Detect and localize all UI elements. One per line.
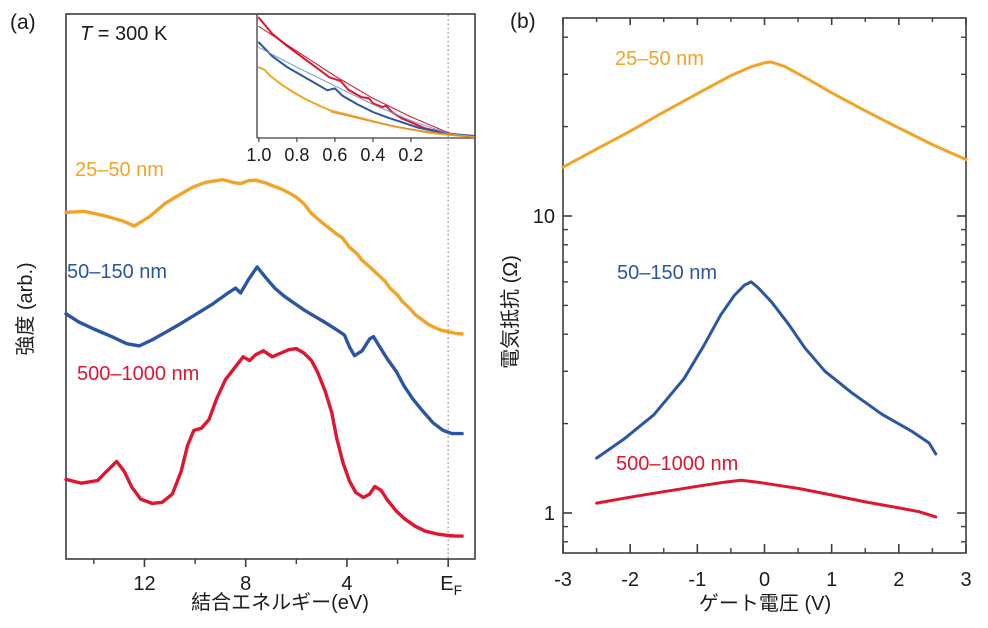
tick-label: 8 — [240, 573, 251, 595]
panel-a-curve-1 — [64, 265, 464, 436]
panel-b-label-50-150nm: 50–150 nm — [617, 262, 718, 284]
panel-a-curve-0 — [64, 177, 464, 336]
panel-a-label-25-50nm: 25–50 nm — [75, 159, 164, 181]
inset-tick-label: 1.0 — [246, 145, 271, 165]
tick-label: 3 — [960, 569, 971, 591]
panel-a-ylabel: 強度 (arb.) — [15, 262, 37, 356]
panel-a-label-500-1000nm: 500–1000 nm — [77, 363, 200, 385]
panel-a-xlabel: 結合エネルギー(eV) — [191, 592, 369, 614]
panel-a-curve-2 — [64, 346, 464, 538]
panel-b-tag: (b) — [510, 10, 536, 33]
tick-label: -1 — [688, 569, 706, 591]
inset-curve-4 — [257, 66, 475, 138]
inset-tick-label: 0.2 — [398, 145, 423, 165]
panel-b-xlabel: ゲート電圧 (V) — [698, 593, 832, 615]
tick-label: -3 — [554, 569, 572, 591]
temperature-value: = 300 K — [92, 23, 168, 45]
tick-label: 12 — [133, 573, 155, 595]
panel-b-curve-2 — [595, 478, 938, 519]
panel-b-curve-1 — [595, 280, 938, 460]
tick-label: 4 — [341, 573, 352, 595]
tick-label: 1 — [544, 503, 555, 525]
panel-b-ylabel: 電気抵抗 (Ω) — [500, 255, 522, 369]
tick-label: 10 — [533, 206, 555, 228]
panel-b-curve-0 — [561, 60, 968, 169]
temperature-annotation: T = 300 K — [80, 23, 167, 45]
tick-label: 1 — [826, 569, 837, 591]
temperature-symbol: T — [80, 23, 93, 45]
inset-tick-label: 0.4 — [360, 145, 385, 165]
inset-curve-2 — [257, 41, 475, 137]
panel-a-frame — [65, 13, 476, 560]
panel-b-label-500-1000nm: 500–1000 nm — [616, 453, 739, 475]
panel-b-label-25-50nm: 25–50 nm — [615, 48, 704, 70]
panel-a-tag: (a) — [10, 11, 36, 34]
tick-label: 2 — [893, 569, 904, 591]
inset-tick-label: 0.8 — [284, 145, 309, 165]
inset-curve-5 — [330, 111, 475, 138]
tick-label: 0 — [759, 569, 770, 591]
inset-tick-label: 0.6 — [322, 145, 347, 165]
tick-label: -2 — [621, 569, 639, 591]
inset-curve-0 — [257, 16, 475, 137]
inset-curve-3 — [258, 46, 475, 138]
fermi-tick-label: EF — [440, 573, 462, 598]
panel-a-label-50-150nm: 50–150 nm — [67, 261, 168, 283]
